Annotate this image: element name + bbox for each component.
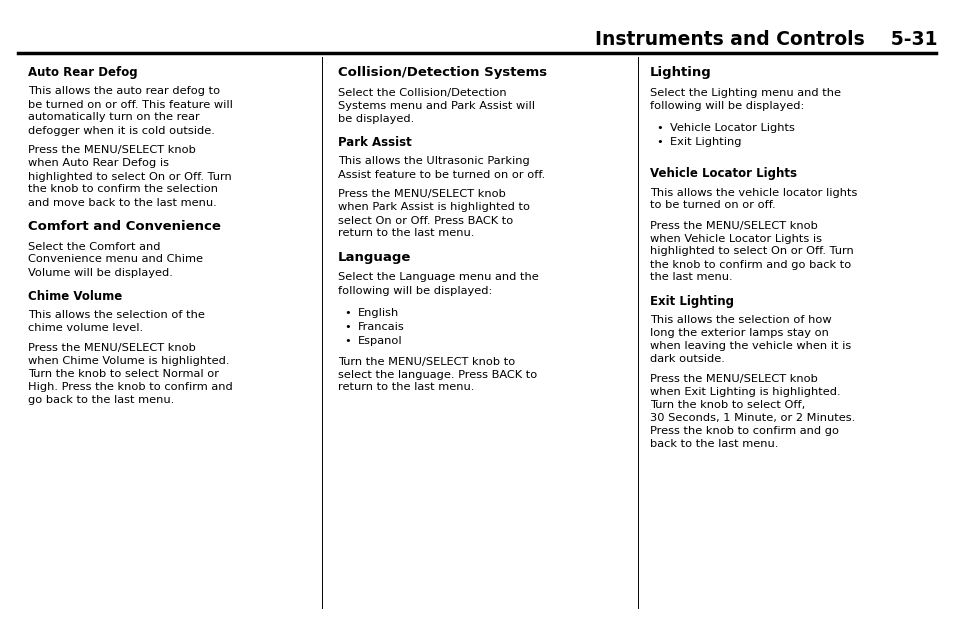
Text: Park Assist: Park Assist [337,136,412,149]
Text: Vehicle Locator Lights: Vehicle Locator Lights [669,123,794,133]
Text: highlighted to select On or Off. Turn: highlighted to select On or Off. Turn [28,172,232,181]
Text: Select the Lighting menu and the: Select the Lighting menu and the [649,88,841,98]
Text: Select the Language menu and the: Select the Language menu and the [337,272,538,283]
Text: Select the Collision/Detection: Select the Collision/Detection [337,88,506,98]
Text: Turn the knob to select Off,: Turn the knob to select Off, [649,400,804,410]
Text: when Chime Volume is highlighted.: when Chime Volume is highlighted. [28,356,230,366]
Text: •: • [344,336,351,346]
Text: when Vehicle Locator Lights is: when Vehicle Locator Lights is [649,234,821,244]
Text: Select the Comfort and: Select the Comfort and [28,242,160,251]
Text: Press the knob to confirm and go: Press the knob to confirm and go [649,426,838,436]
Text: This allows the vehicle locator lights: This allows the vehicle locator lights [649,188,857,198]
Text: when leaving the vehicle when it is: when leaving the vehicle when it is [649,341,850,351]
Text: Exit Lighting: Exit Lighting [649,295,733,308]
Text: Auto Rear Defog: Auto Rear Defog [28,66,137,79]
Text: following will be displayed:: following will be displayed: [649,101,803,111]
Text: Exit Lighting: Exit Lighting [669,137,740,147]
Text: •: • [656,123,662,133]
Text: This allows the selection of how: This allows the selection of how [649,315,831,325]
Text: highlighted to select On or Off. Turn: highlighted to select On or Off. Turn [649,246,853,256]
Text: Language: Language [337,251,411,263]
Text: the last menu.: the last menu. [649,272,732,283]
Text: return to the last menu.: return to the last menu. [337,383,474,392]
Text: when Exit Lighting is highlighted.: when Exit Lighting is highlighted. [649,387,840,397]
Text: go back to the last menu.: go back to the last menu. [28,395,174,405]
Text: Lighting: Lighting [649,66,711,79]
Text: Press the MENU/SELECT knob: Press the MENU/SELECT knob [28,343,195,353]
Text: defogger when it is cold outside.: defogger when it is cold outside. [28,126,214,135]
Text: Francais: Francais [357,322,404,332]
Text: Turn the knob to select Normal or: Turn the knob to select Normal or [28,369,219,379]
Text: Vehicle Locator Lights: Vehicle Locator Lights [649,167,796,180]
Text: the knob to confirm and go back to: the knob to confirm and go back to [649,260,850,269]
Text: Press the MENU/SELECT knob: Press the MENU/SELECT knob [649,374,817,384]
Text: following will be displayed:: following will be displayed: [337,285,492,295]
Text: long the exterior lamps stay on: long the exterior lamps stay on [649,328,828,338]
Text: chime volume level.: chime volume level. [28,323,143,333]
Text: select On or Off. Press BACK to: select On or Off. Press BACK to [337,216,513,225]
Text: Press the MENU/SELECT knob: Press the MENU/SELECT knob [337,189,505,200]
Text: back to the last menu.: back to the last menu. [649,439,778,449]
Text: Systems menu and Park Assist will: Systems menu and Park Assist will [337,101,535,111]
Text: This allows the selection of the: This allows the selection of the [28,310,205,320]
Text: Chime Volume: Chime Volume [28,290,122,302]
Text: •: • [344,322,351,332]
Text: Espanol: Espanol [357,336,402,346]
Text: 30 Seconds, 1 Minute, or 2 Minutes.: 30 Seconds, 1 Minute, or 2 Minutes. [649,413,854,423]
Text: automatically turn on the rear: automatically turn on the rear [28,112,199,122]
Text: English: English [357,308,399,318]
Text: Instruments and Controls    5-31: Instruments and Controls 5-31 [595,30,937,49]
Text: Press the MENU/SELECT knob: Press the MENU/SELECT knob [649,221,817,230]
Text: Volume will be displayed.: Volume will be displayed. [28,267,172,278]
Text: dark outside.: dark outside. [649,354,724,364]
Text: and move back to the last menu.: and move back to the last menu. [28,198,216,207]
Text: select the language. Press BACK to: select the language. Press BACK to [337,369,537,380]
Text: Press the MENU/SELECT knob: Press the MENU/SELECT knob [28,145,195,156]
Text: when Auto Rear Defog is: when Auto Rear Defog is [28,158,169,168]
Text: return to the last menu.: return to the last menu. [337,228,474,239]
Text: Convenience menu and Chime: Convenience menu and Chime [28,255,203,265]
Text: Turn the MENU/SELECT knob to: Turn the MENU/SELECT knob to [337,357,515,366]
Text: be displayed.: be displayed. [337,114,414,124]
Text: This allows the auto rear defog to: This allows the auto rear defog to [28,87,220,96]
Text: This allows the Ultrasonic Parking: This allows the Ultrasonic Parking [337,156,529,167]
Text: to be turned on or off.: to be turned on or off. [649,200,775,211]
Text: the knob to confirm the selection: the knob to confirm the selection [28,184,218,195]
Text: when Park Assist is highlighted to: when Park Assist is highlighted to [337,202,530,212]
Text: High. Press the knob to confirm and: High. Press the knob to confirm and [28,382,233,392]
Text: Collision/Detection Systems: Collision/Detection Systems [337,66,547,79]
Text: •: • [656,137,662,147]
Text: Assist feature to be turned on or off.: Assist feature to be turned on or off. [337,170,545,179]
Text: •: • [344,308,351,318]
Text: Comfort and Convenience: Comfort and Convenience [28,219,221,232]
Text: be turned on or off. This feature will: be turned on or off. This feature will [28,100,233,110]
